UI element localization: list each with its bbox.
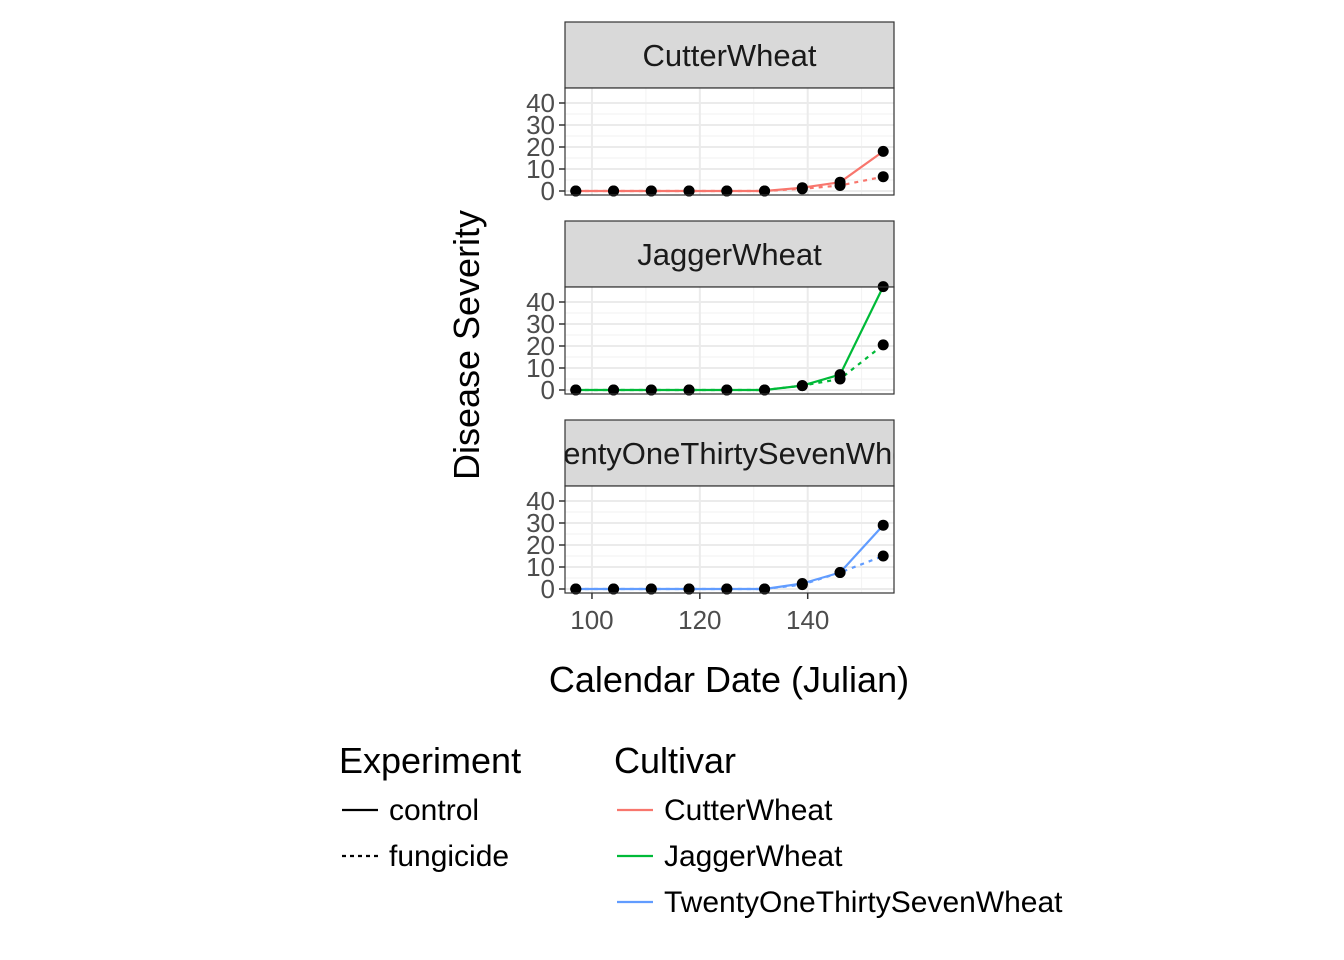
y-tick-label: 0: [541, 574, 555, 604]
data-point-fungicide: [721, 583, 733, 595]
legend-title: Cultivar: [614, 740, 736, 781]
legend-label: JaggerWheat: [664, 840, 843, 873]
data-point-fungicide: [570, 185, 582, 197]
data-point-fungicide: [645, 185, 657, 197]
data-point-fungicide: [796, 579, 808, 591]
strip-label: CutterWheat: [642, 38, 816, 73]
strip-background: [564, 419, 895, 487]
strip-label: TwentyOneThirtySevenWheat: [524, 436, 936, 471]
data-point-fungicide: [796, 183, 808, 195]
data-point-fungicide: [645, 583, 657, 595]
legend-experiment: Experiment control fungicide: [339, 740, 521, 873]
panel-border: [564, 485, 895, 594]
strip-label: JaggerWheat: [637, 237, 822, 272]
data-point-fungicide: [645, 384, 657, 396]
legend-label: control: [389, 794, 479, 827]
data-point-fungicide: [877, 550, 889, 562]
data-point-fungicide: [570, 583, 582, 595]
y-tick-label: 30: [526, 110, 555, 140]
x-axis-title: Calendar Date (Julian): [549, 659, 909, 700]
legend-title: Experiment: [339, 740, 521, 781]
data-point-fungicide: [834, 567, 846, 578]
series-line-fungicide: [575, 344, 884, 392]
y-tick-label: 40: [526, 486, 555, 516]
data-point-fungicide: [759, 384, 771, 396]
data-point-fungicide: [683, 583, 695, 595]
data-point-fungicide: [683, 384, 695, 396]
legend: Experiment control fungicide Cultivar Cutter…: [339, 740, 1063, 919]
data-point-fungicide: [759, 583, 771, 595]
y-tick-label: 20: [526, 331, 555, 361]
data-point-fungicide: [877, 339, 889, 351]
data-point-fungicide: [608, 583, 620, 595]
panel-border: [564, 286, 895, 395]
y-tick-label: 30: [526, 309, 555, 339]
data-point-fungicide: [877, 171, 889, 183]
data-point-fungicide: [721, 185, 733, 197]
x-tick-label: 120: [678, 605, 721, 635]
y-tick-label: 40: [526, 88, 555, 118]
y-axis-title: Disease Severity: [446, 210, 487, 480]
y-tick-label: 20: [526, 530, 555, 560]
data-point-fungicide: [683, 185, 695, 197]
data-point-fungicide: [608, 185, 620, 197]
panel-border: [564, 87, 895, 196]
data-point-fungicide: [834, 373, 846, 385]
data-point-fungicide: [570, 384, 582, 396]
y-tick-label: 20: [526, 132, 555, 162]
y-tick-label: 0: [541, 176, 555, 206]
y-tick-label: 0: [541, 375, 555, 405]
y-tick-label: 40: [526, 287, 555, 317]
data-point-fungicide: [608, 384, 620, 396]
legend-label: fungicide: [389, 840, 509, 873]
data-point-control: [877, 145, 889, 157]
data-point-fungicide: [759, 185, 771, 197]
y-tick-label: 10: [526, 154, 555, 184]
x-tick-label: 140: [786, 605, 829, 635]
y-tick-label: 10: [526, 353, 555, 383]
legend-label: CutterWheat: [664, 794, 833, 827]
legend-cultivar: Cultivar CutterWheat JaggerWheat TwentyOneT…: [614, 740, 1063, 919]
x-tick-label: 100: [570, 605, 613, 635]
strip-background: [564, 220, 895, 288]
data-point-fungicide: [721, 384, 733, 396]
y-tick-label: 10: [526, 552, 555, 582]
data-point-control: [877, 519, 889, 531]
strip-background: [564, 21, 895, 89]
panel-background: [565, 486, 894, 593]
facet-panels: CutterWheat010203040JaggerWheat010203040…: [524, 21, 936, 635]
series-line-fungicide: [575, 554, 884, 591]
y-tick-label: 30: [526, 508, 555, 538]
data-point-fungicide: [834, 180, 846, 191]
data-point-fungicide: [796, 380, 808, 392]
legend-label: TwentyOneThirtySevenWheat: [664, 886, 1063, 919]
